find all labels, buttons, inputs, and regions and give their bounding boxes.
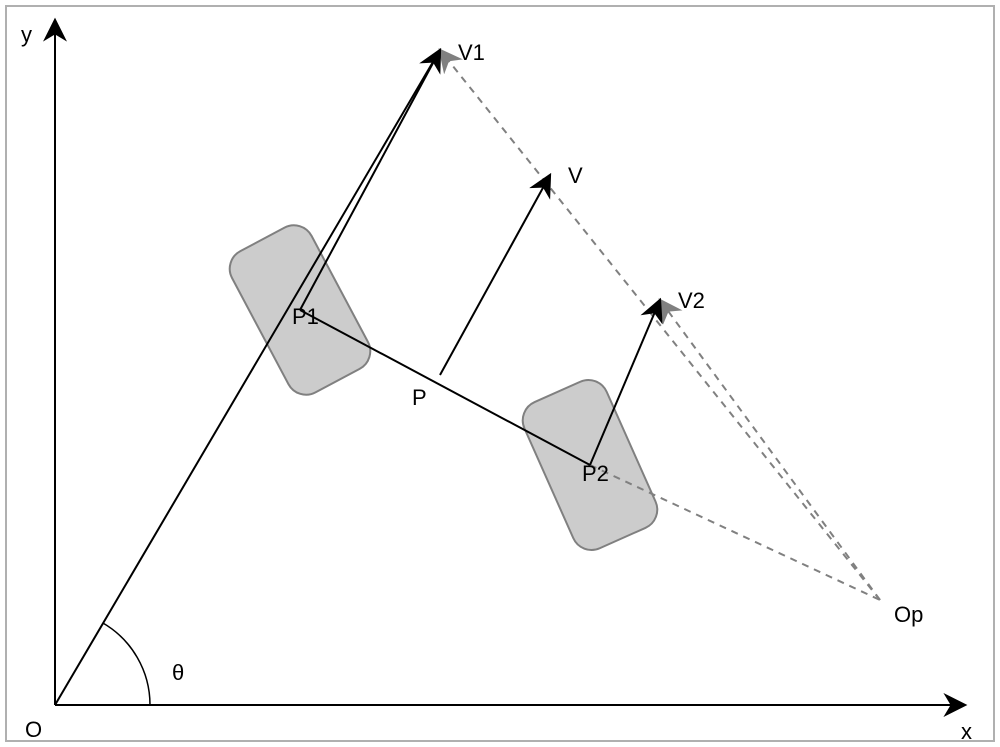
line-p1-p2 bbox=[300, 310, 590, 465]
label-theta: θ bbox=[172, 660, 184, 685]
frame-border bbox=[6, 6, 994, 741]
arrow-p-v bbox=[440, 175, 550, 375]
label-v: V bbox=[568, 163, 583, 188]
arrow-p1-v1 bbox=[300, 50, 440, 310]
label-v1: V1 bbox=[458, 40, 485, 65]
label-op: Op bbox=[894, 602, 923, 627]
label-y-axis: y bbox=[21, 22, 32, 47]
label-p: P bbox=[412, 385, 427, 410]
theta-arc bbox=[103, 623, 151, 705]
label-origin: O bbox=[25, 717, 42, 742]
label-p2: P2 bbox=[582, 461, 609, 486]
dashed-op-v2 bbox=[660, 300, 880, 600]
dashed-op-v1 bbox=[440, 50, 880, 600]
label-v2: V2 bbox=[678, 288, 705, 313]
label-x-axis: x bbox=[961, 719, 972, 744]
line-origin-v1 bbox=[55, 50, 440, 705]
label-p1: P1 bbox=[292, 304, 319, 329]
